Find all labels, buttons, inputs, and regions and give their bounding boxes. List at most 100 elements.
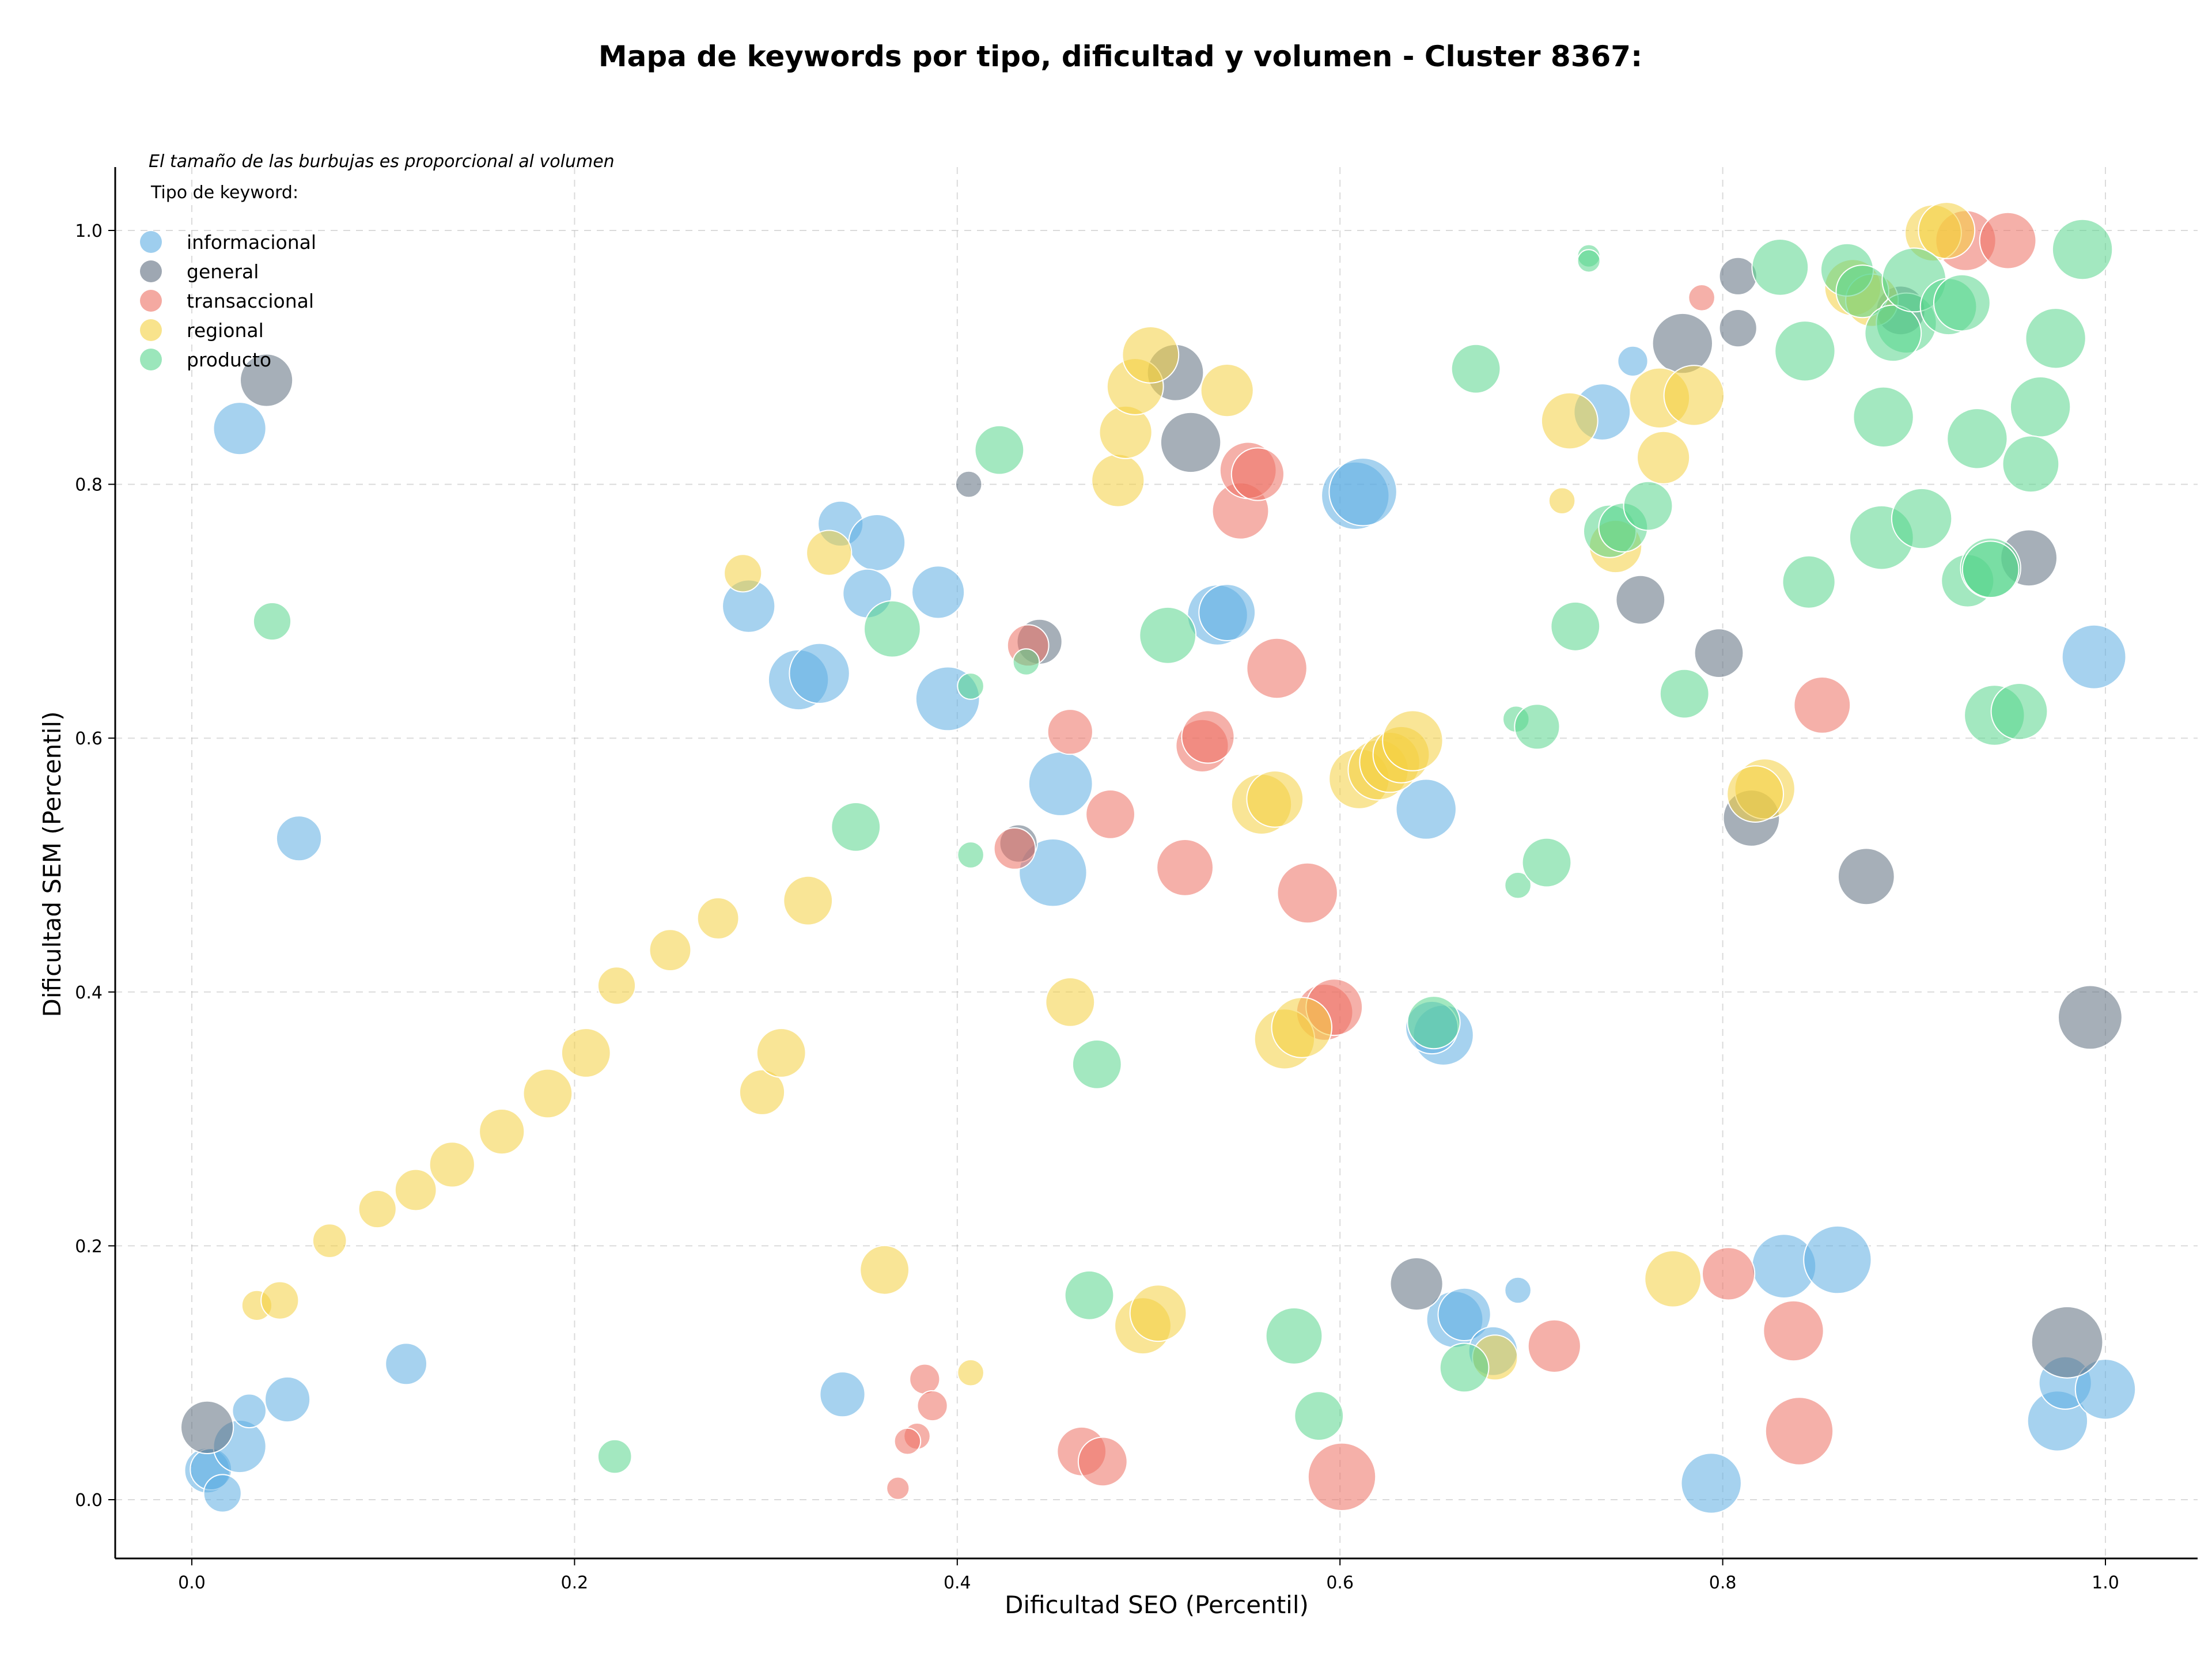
bubble-producto	[1012, 648, 1040, 676]
bubble-informacional	[385, 1342, 427, 1386]
y-tick-label: 1.0	[75, 221, 103, 241]
bubble-regional	[312, 1223, 347, 1258]
bubble-informacional	[213, 402, 267, 456]
bubble-regional	[806, 529, 853, 576]
bubble-regional	[479, 1108, 525, 1155]
bubble-layer	[180, 202, 2137, 1514]
legend-label-informacional: informacional	[187, 231, 316, 253]
bubble-informacional	[275, 815, 323, 862]
bubble-transaccional	[893, 1427, 922, 1455]
bubble-transaccional	[1277, 862, 1338, 924]
bubble-producto	[1577, 249, 1601, 273]
bubble-producto	[1071, 1039, 1122, 1089]
bubble-producto	[1550, 601, 1601, 652]
x-tick-label: 0.4	[944, 1573, 971, 1593]
bubble-informacional	[2074, 1359, 2137, 1420]
bubble-regional	[1918, 202, 1976, 259]
bubble-producto	[2002, 435, 2060, 493]
bubble-producto	[1864, 304, 1922, 362]
legend-label-general: general	[187, 260, 259, 283]
bubble-general	[1694, 628, 1744, 678]
bubble-regional	[260, 1281, 300, 1320]
bubble-informacional	[1504, 1276, 1532, 1304]
y-ticks: 0.0 0.2 0.4 0.6 0.8 1.0	[75, 221, 115, 1511]
bubble-informacional	[819, 1371, 866, 1418]
bubble-informacional	[911, 565, 965, 619]
bubble-informacional	[1028, 751, 1093, 816]
bubble-general	[1718, 309, 1758, 348]
bubble-general	[1837, 847, 1895, 906]
legend-marker-producto	[140, 349, 162, 370]
bubble-transaccional	[1763, 1300, 1824, 1362]
bubble-transaccional	[1230, 447, 1285, 501]
bubble-producto	[1933, 274, 1991, 332]
bubble-regional	[649, 929, 692, 971]
y-tick-label: 0.2	[75, 1236, 103, 1257]
bubble-regional	[358, 1189, 397, 1229]
bubble-transaccional	[1181, 710, 1235, 764]
bubble-informacional	[789, 642, 850, 705]
bubble-regional	[1540, 392, 1599, 450]
x-tick-label: 0.2	[561, 1573, 589, 1593]
bubble-regional	[1045, 977, 1096, 1027]
bubble-regional	[1382, 710, 1444, 771]
y-axis-label: Dificultad SEM (Percentil)	[38, 712, 66, 1017]
bubble-regional	[522, 1068, 573, 1119]
bubble-regional	[1246, 770, 1304, 828]
bubble-informacional	[848, 514, 906, 572]
bubble-producto	[1961, 540, 2020, 599]
bubble-transaccional	[1047, 709, 1093, 755]
bubble-general	[2031, 1306, 2104, 1379]
bubble-transaccional	[1527, 1319, 1581, 1373]
bubble-regional	[1122, 326, 1180, 384]
bubble-producto	[1139, 606, 1197, 664]
bubble-producto	[957, 841, 984, 869]
bubble-regional	[1644, 1250, 1702, 1308]
y-tick-label: 0.6	[75, 729, 103, 749]
bubble-regional	[696, 897, 740, 940]
bubble-transaccional	[1979, 211, 2037, 270]
bubble-general	[1615, 574, 1666, 625]
legend-marker-transaccional	[140, 290, 162, 312]
bubble-producto	[1853, 386, 1914, 448]
bubble-general	[240, 353, 294, 407]
bubble-transaccional	[1793, 676, 1851, 734]
bubble-producto	[831, 802, 881, 852]
bubble-transaccional	[1307, 1442, 1377, 1512]
bubble-general	[955, 470, 983, 498]
bubble-producto	[1521, 837, 1572, 888]
bubble-producto	[1265, 1307, 1323, 1365]
bubble-producto	[252, 601, 292, 641]
bubble-regional	[1129, 1284, 1187, 1342]
bubble-informacional	[232, 1393, 267, 1429]
bubble-producto	[1782, 555, 1836, 609]
bubble-general	[1652, 312, 1714, 374]
bubble-informacional	[1395, 778, 1457, 840]
legend-marker-regional	[140, 319, 162, 341]
bubble-regional	[1637, 430, 1691, 485]
bubble-informacional	[1680, 1452, 1742, 1514]
bubble-transaccional	[1156, 839, 1214, 896]
bubble-informacional	[1328, 457, 1397, 527]
bubble-informacional	[1018, 838, 1088, 907]
bubble-producto	[597, 1439, 632, 1474]
legend: El tamaño de las burbujas es proporciona…	[140, 152, 615, 371]
bubble-producto	[1294, 1391, 1344, 1441]
bubble-transaccional	[1688, 284, 1715, 312]
axes	[114, 167, 2198, 1560]
bubble-producto	[1946, 408, 2008, 470]
legend-label-transaccional: transaccional	[187, 290, 314, 312]
bubble-producto	[974, 425, 1025, 475]
bubble-regional	[1091, 453, 1145, 508]
bubble-producto	[2009, 376, 2071, 438]
legend-marker-informacional	[140, 231, 162, 253]
bubble-producto	[1064, 1270, 1115, 1321]
bubble-general	[1718, 256, 1758, 296]
bubble-producto	[1439, 1342, 1490, 1393]
bubble-transaccional	[909, 1363, 941, 1395]
bubble-regional	[429, 1141, 475, 1188]
bubble-transaccional	[1764, 1397, 1834, 1466]
bubble-transaccional	[1702, 1247, 1756, 1301]
bubble-informacional	[1803, 1225, 1872, 1295]
bubble-producto	[1751, 239, 1809, 296]
